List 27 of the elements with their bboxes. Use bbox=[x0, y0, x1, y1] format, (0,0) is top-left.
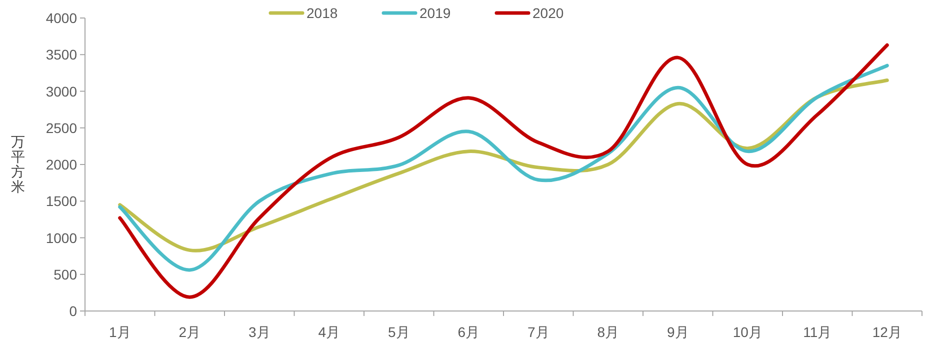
y-tick-label: 0 bbox=[69, 303, 78, 319]
legend-label: 2018 bbox=[306, 5, 338, 21]
x-tick-label: 1月 bbox=[108, 324, 131, 340]
legend-label: 2019 bbox=[420, 5, 451, 21]
y-tick-label: 3500 bbox=[46, 46, 78, 63]
line-series bbox=[118, 64, 889, 272]
y-tick-label: 4000 bbox=[46, 10, 78, 26]
y-tick-label: 1500 bbox=[46, 193, 78, 210]
x-tick-label: 4月 bbox=[318, 324, 340, 340]
y-tick-label: 2500 bbox=[46, 120, 78, 136]
x-tick-label: 9月 bbox=[666, 324, 689, 340]
y-axis-title: 万平方米 bbox=[11, 134, 25, 194]
x-tick-label: 7月 bbox=[527, 324, 550, 340]
y-tick-label: 500 bbox=[54, 266, 78, 282]
y-tick-label: 3000 bbox=[46, 83, 78, 100]
x-tick-label: 2月 bbox=[178, 324, 201, 340]
y-tick-label: 1000 bbox=[46, 230, 78, 246]
x-tick-label: 5月 bbox=[388, 324, 410, 340]
line-series bbox=[118, 43, 889, 299]
y-tick-label: 2000 bbox=[46, 156, 78, 172]
x-tick-label: 3月 bbox=[248, 324, 270, 340]
legend-label: 2020 bbox=[532, 5, 564, 21]
x-tick-label: 6月 bbox=[458, 324, 480, 340]
x-tick-label: 12月 bbox=[872, 324, 902, 340]
x-tick-label: 11月 bbox=[803, 324, 832, 340]
x-tick-label: 10月 bbox=[732, 324, 762, 340]
x-tick-label: 8月 bbox=[597, 324, 620, 340]
